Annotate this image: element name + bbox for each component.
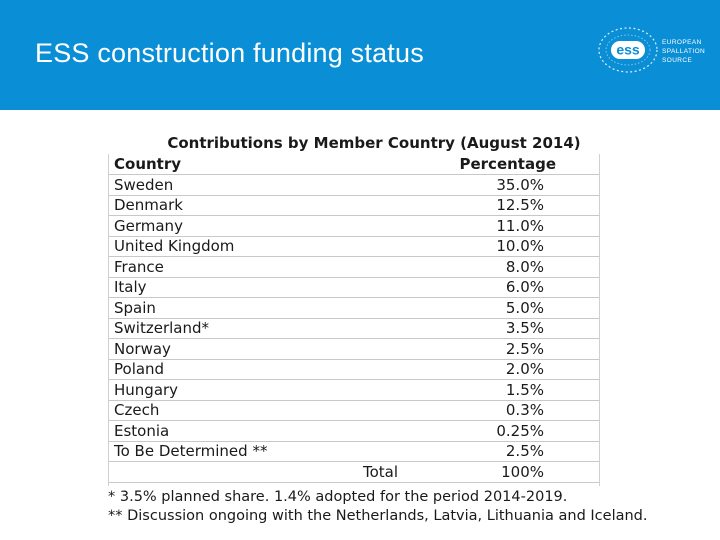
table-row: Sweden 35.0% [108,174,600,196]
footnote-1: * 3.5% planned share. 1.4% adopted for t… [108,489,568,505]
table-row: France 8.0% [108,256,600,278]
table-row: Poland 2.0% [108,359,600,380]
country-cell: Estonia [108,420,408,442]
table-row: Spain 5.0% [108,297,600,319]
contributions-table: Country Percentage Sweden 35.0% Denmark 12.… [108,154,600,483]
percentage-cell: 35.0% [408,174,600,196]
slide-title: ESS construction funding status [35,38,424,68]
percentage-cell: 11.0% [408,215,600,237]
country-cell: Spain [108,297,408,319]
table-row: To Be Determined ** 2.5% [108,441,600,462]
percentage-cell: 0.3% [408,400,600,421]
percentage-cell: 0.25% [408,420,600,442]
country-cell: Switzerland* [108,318,408,339]
logo-mark-text: ess [616,42,640,58]
logo-line-1: EUROPEAN [662,39,702,46]
percentage-cell: 8.0% [408,256,600,278]
logo-line-3: SOURCE [662,57,693,64]
footnote-2: ** Discussion ongoing with the Netherlan… [108,508,648,524]
table-row: Italy 6.0% [108,277,600,298]
country-cell: Hungary [108,379,408,401]
table-title: Contributions by Member Country (August … [167,134,581,152]
table-row: Denmark 12.5% [108,195,600,216]
total-value: 100% [408,461,600,483]
table-row: Switzerland* 3.5% [108,318,600,339]
total-row: Total 100% [108,461,600,483]
percentage-cell: 3.5% [408,318,600,339]
percentage-cell: 2.5% [408,441,600,462]
percentage-cell: 12.5% [408,195,600,216]
footnotes: * 3.5% planned share. 1.4% adopted for t… [108,488,648,526]
country-cell: Poland [108,359,408,380]
country-cell: Czech [108,400,408,421]
header-country: Country [108,154,408,175]
logo-line-2: SPALLATION [662,48,706,55]
table-row: United Kingdom 10.0% [108,236,600,257]
country-cell: Germany [108,215,408,237]
country-cell: Denmark [108,195,408,216]
country-cell: Italy [108,277,408,298]
table-body: Sweden 35.0% Denmark 12.5% Germany 11.0% Unite… [108,174,600,462]
percentage-cell: 10.0% [408,236,600,257]
ess-logo: ess EUROPEAN SPALLATION SOURCE [596,24,708,76]
ess-logo-mark-icon: ess [598,27,658,73]
table-row: Estonia 0.25% [108,420,600,442]
country-cell: United Kingdom [108,236,408,257]
percentage-cell: 5.0% [408,297,600,319]
slide-header: ESS construction funding status ess EURO… [0,0,720,110]
country-cell: Sweden [108,174,408,196]
total-label: Total [108,461,408,483]
percentage-cell: 2.0% [408,359,600,380]
table-header-row: Country Percentage [108,154,600,175]
table-row: Norway 2.5% [108,338,600,360]
country-cell: Norway [108,338,408,360]
percentage-cell: 6.0% [408,277,600,298]
table-row: Czech 0.3% [108,400,600,421]
logo-wordmark: EUROPEAN SPALLATION SOURCE [662,38,705,65]
percentage-cell: 2.5% [408,338,600,360]
country-cell: To Be Determined ** [108,441,408,462]
contributions-table-container: Contributions by Member Country (August … [108,132,600,483]
header-percentage: Percentage [408,154,600,175]
table-row: Hungary 1.5% [108,379,600,401]
country-cell: France [108,256,408,278]
percentage-cell: 1.5% [408,379,600,401]
table-row: Germany 11.0% [108,215,600,237]
